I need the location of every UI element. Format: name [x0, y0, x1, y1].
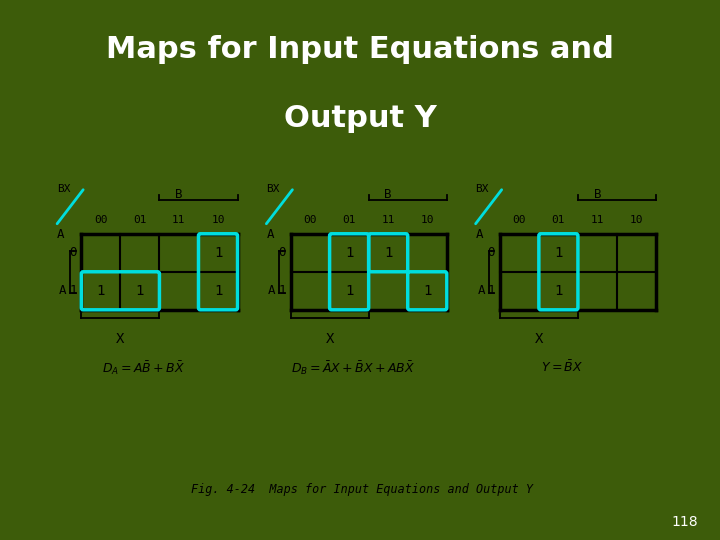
Text: 00: 00 [513, 215, 526, 225]
Text: 01: 01 [343, 215, 356, 225]
Text: 1: 1 [384, 246, 392, 260]
Text: 1: 1 [554, 246, 562, 260]
Text: Fig. 4-24  Maps for Input Equations and Output Y: Fig. 4-24 Maps for Input Equations and O… [192, 483, 534, 496]
Text: A: A [266, 228, 274, 241]
Text: 0: 0 [487, 246, 495, 259]
Text: X: X [535, 332, 543, 346]
Text: Output Y: Output Y [284, 104, 436, 133]
Text: 11: 11 [172, 215, 186, 225]
Text: 10: 10 [630, 215, 643, 225]
Text: 00: 00 [94, 215, 107, 225]
Text: 0: 0 [69, 246, 76, 259]
Text: 01: 01 [552, 215, 565, 225]
Text: A: A [476, 228, 483, 241]
Text: 10: 10 [420, 215, 434, 225]
Text: Maps for Input Equations and: Maps for Input Equations and [106, 35, 614, 64]
Text: BX: BX [266, 184, 280, 194]
Text: 11: 11 [590, 215, 604, 225]
Text: 1: 1 [487, 284, 495, 298]
Text: 0: 0 [279, 246, 286, 259]
Text: $Y = \bar{B}X$: $Y = \bar{B}X$ [541, 360, 583, 375]
Text: 118: 118 [672, 515, 698, 529]
Text: A: A [59, 284, 66, 298]
Text: B: B [594, 188, 601, 201]
Text: A: A [477, 284, 485, 298]
Text: X: X [325, 332, 334, 346]
Text: 11: 11 [382, 215, 395, 225]
Text: 1: 1 [345, 284, 354, 298]
Text: A: A [57, 228, 65, 241]
Text: 1: 1 [69, 284, 76, 298]
Text: 1: 1 [554, 284, 562, 298]
Text: $D_A = A\bar{B} + B\bar{X}$: $D_A = A\bar{B} + B\bar{X}$ [102, 360, 185, 377]
Text: 1: 1 [214, 284, 222, 298]
Text: 1: 1 [279, 284, 286, 298]
Text: X: X [116, 332, 125, 346]
Text: A: A [269, 284, 276, 298]
Text: 10: 10 [211, 215, 225, 225]
Text: 01: 01 [133, 215, 147, 225]
Text: BX: BX [57, 184, 71, 194]
Text: 1: 1 [96, 284, 105, 298]
Text: BX: BX [476, 184, 489, 194]
Text: B: B [175, 188, 183, 201]
Text: $D_B = \bar{A}X + \bar{B}X + AB\bar{X}$: $D_B = \bar{A}X + \bar{B}X + AB\bar{X}$ [291, 360, 415, 377]
Text: B: B [384, 188, 392, 201]
Text: 1: 1 [214, 246, 222, 260]
Text: 1: 1 [345, 246, 354, 260]
Text: 1: 1 [423, 284, 431, 298]
Text: 1: 1 [135, 284, 144, 298]
Text: 00: 00 [303, 215, 317, 225]
